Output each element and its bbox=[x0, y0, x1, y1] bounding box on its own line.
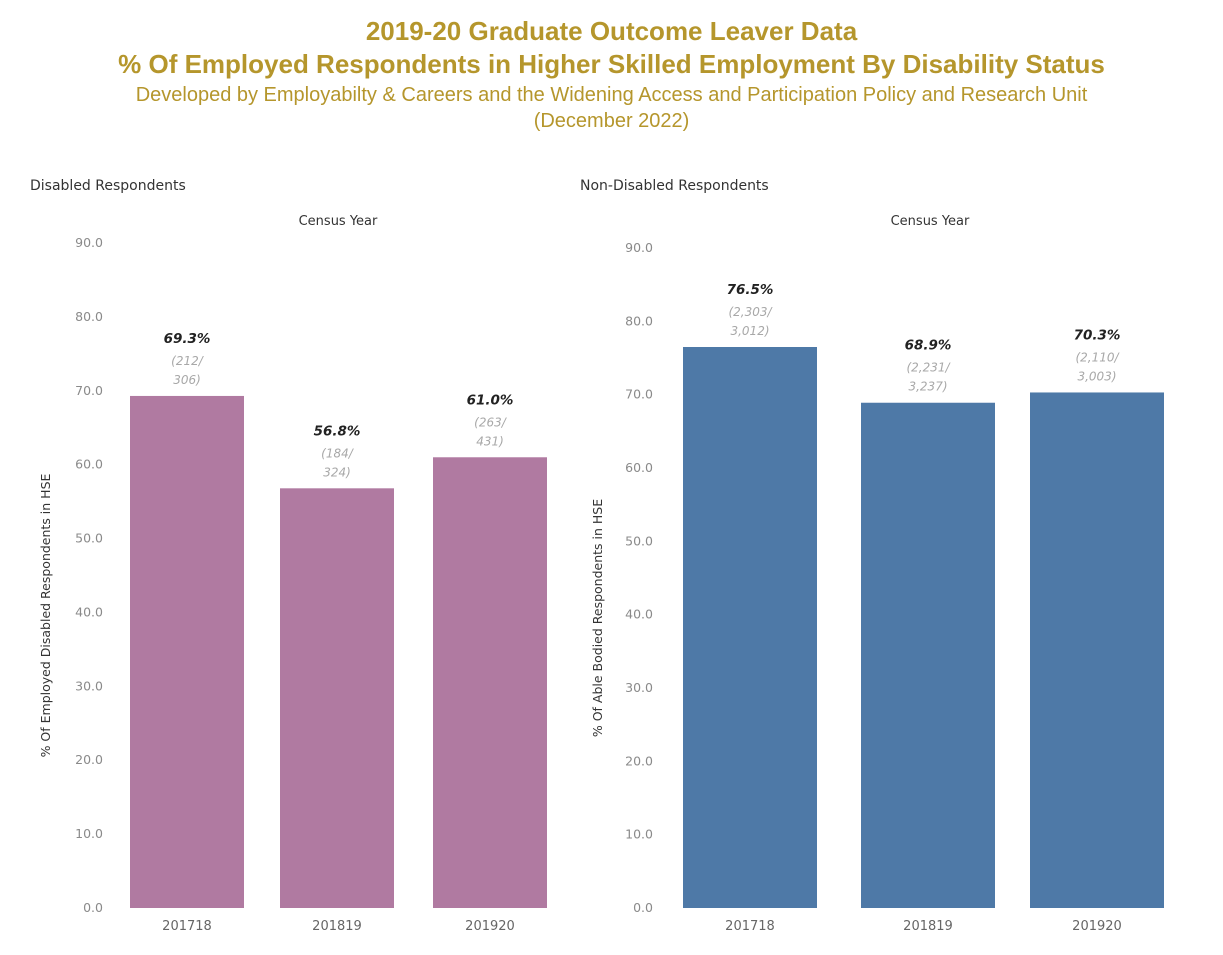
panel-1-column-header: Census Year bbox=[299, 214, 378, 229]
panel-1-value-label: 61.0% bbox=[467, 392, 514, 408]
panel-2-y-tick-label: 30.0 bbox=[625, 680, 653, 695]
panel-2-x-tick-label: 201819 bbox=[903, 919, 953, 934]
panel-1-x-tick-label: 201819 bbox=[312, 919, 362, 934]
panel-1-y-tick-label: 40.0 bbox=[75, 604, 103, 619]
panel-1-title: Disabled Respondents bbox=[30, 178, 186, 194]
panel-1-y-tick-label: 10.0 bbox=[75, 826, 103, 841]
panel-1-y-tick-label: 30.0 bbox=[75, 678, 103, 693]
panel-1-y-tick-label: 80.0 bbox=[75, 309, 103, 324]
panel-2-value-label: 70.3% bbox=[1074, 327, 1121, 343]
panel-2-y-tick-label: 0.0 bbox=[633, 900, 653, 915]
panel-2-count-label: (2,110/ bbox=[1075, 350, 1120, 364]
panel-2-value-label: 68.9% bbox=[905, 338, 952, 354]
panel-2-x-tick-label: 201718 bbox=[725, 919, 775, 934]
panel-1-count-label: 431) bbox=[476, 434, 504, 448]
panel-1-count-label: (212/ bbox=[171, 354, 205, 368]
panel-1-y-tick-label: 0.0 bbox=[83, 900, 103, 915]
panel-2-title: Non-Disabled Respondents bbox=[580, 178, 769, 194]
panel-1-y-tick-label: 20.0 bbox=[75, 752, 103, 767]
panel-2-bar-201920 bbox=[1030, 392, 1164, 908]
panel-2-count-label: (2,303/ bbox=[728, 305, 773, 319]
chart-title: 2019-20 Graduate Outcome Leaver Data bbox=[365, 16, 858, 46]
panel-2-y-tick-label: 50.0 bbox=[625, 533, 653, 548]
panel-1-value-label: 56.8% bbox=[314, 423, 361, 439]
panel-2-x-tick-label: 201920 bbox=[1072, 919, 1122, 934]
panel-2-y-tick-label: 70.0 bbox=[625, 387, 653, 402]
panel-1-y-tick-label: 70.0 bbox=[75, 383, 103, 398]
panel-1-x-tick-label: 201718 bbox=[162, 919, 212, 934]
panel-1-value-label: 69.3% bbox=[164, 331, 211, 347]
panel-1-count-label: (263/ bbox=[474, 415, 508, 429]
panel-1-y-axis-label: % Of Employed Disabled Respondents in HS… bbox=[38, 473, 53, 757]
panel-2-count-label: 3,003) bbox=[1077, 369, 1116, 383]
panel-2-y-axis-label: % Of Able Bodied Respondents in HSE bbox=[590, 499, 605, 737]
panel-2-value-label: 76.5% bbox=[727, 282, 774, 298]
panel-2-count-label: 3,237) bbox=[908, 380, 947, 394]
panel-1-y-tick-label: 90.0 bbox=[75, 235, 103, 250]
panel-2-bar-201819 bbox=[861, 402, 995, 908]
panel-1-count-label: (184/ bbox=[321, 446, 355, 460]
panel-2-column-header: Census Year bbox=[891, 214, 970, 229]
chart-subtitle-main: % Of Employed Respondents in Higher Skil… bbox=[118, 49, 1105, 79]
panel-2-y-tick-label: 40.0 bbox=[625, 607, 653, 622]
panel-2-bar-201718 bbox=[683, 347, 817, 908]
panel-1-y-tick-label: 60.0 bbox=[75, 457, 103, 472]
chart-subtitle-developer: Developed by Employabilty & Careers and … bbox=[135, 84, 1088, 106]
panel-2-count-label: (2,231/ bbox=[906, 361, 951, 375]
panel-1-bar-201819 bbox=[280, 488, 394, 908]
panel-1-bar-201718 bbox=[130, 395, 244, 908]
panel-1-count-label: 324) bbox=[323, 465, 351, 479]
header: 2019-20 Graduate Outcome Leaver Data % O… bbox=[0, 14, 1223, 134]
panel-2-y-tick-label: 60.0 bbox=[625, 460, 653, 475]
panel-1-bar-201920 bbox=[433, 457, 547, 908]
panel-1-y-tick-label: 50.0 bbox=[75, 531, 103, 546]
panel-2-y-tick-label: 90.0 bbox=[625, 240, 653, 255]
panel-2-y-tick-label: 20.0 bbox=[625, 753, 653, 768]
chart-subtitle-date: (December 2022) bbox=[533, 110, 690, 132]
panel-1-count-label: 306) bbox=[173, 373, 201, 387]
panel-2-count-label: 3,012) bbox=[730, 324, 769, 338]
panel-2-y-tick-label: 80.0 bbox=[625, 313, 653, 328]
panel-2-y-tick-label: 10.0 bbox=[625, 827, 653, 842]
panel-1-x-tick-label: 201920 bbox=[465, 919, 515, 934]
